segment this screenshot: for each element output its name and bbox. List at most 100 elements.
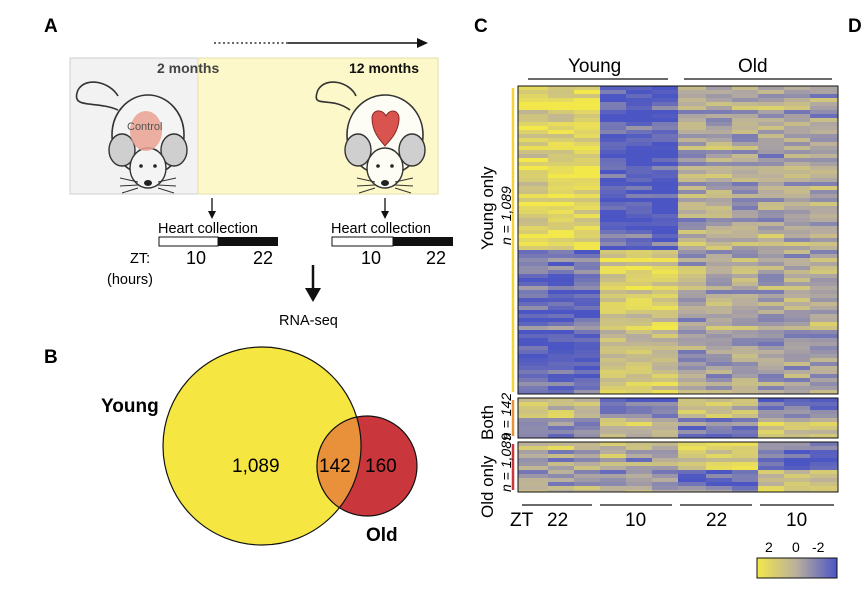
heatmap-cell bbox=[574, 134, 600, 138]
heatmap-cell bbox=[706, 418, 732, 422]
heatmap-cell bbox=[548, 358, 574, 362]
heatmap-cell bbox=[548, 226, 574, 230]
heatmap-cell bbox=[548, 242, 574, 246]
heatmap-cell bbox=[574, 278, 600, 282]
heatmap-cell bbox=[518, 98, 548, 102]
heatmap-cell bbox=[810, 110, 838, 114]
heatmap-cell bbox=[810, 390, 838, 394]
left-zt-22: 22 bbox=[253, 248, 273, 268]
heatmap-cell bbox=[600, 266, 626, 270]
heatmap-cell bbox=[626, 198, 652, 202]
heatmap-cell bbox=[626, 226, 652, 230]
venn-overlap bbox=[316, 416, 362, 509]
heatmap-cell bbox=[810, 106, 838, 110]
heatmap-cell bbox=[784, 358, 810, 362]
heatmap-cell bbox=[732, 94, 758, 98]
heatmap-cell bbox=[758, 250, 784, 254]
heatmap-cell bbox=[600, 274, 626, 278]
heatmap-cell bbox=[518, 134, 548, 138]
heatmap-cell bbox=[706, 226, 732, 230]
heatmap-cell bbox=[678, 310, 706, 314]
heatmap-cell bbox=[548, 458, 574, 462]
heatmap-cell bbox=[600, 294, 626, 298]
heatmap-cell bbox=[732, 310, 758, 314]
heatmap-cell bbox=[678, 402, 706, 406]
heatmap-cell bbox=[810, 342, 838, 346]
heatmap-cell bbox=[784, 414, 810, 418]
heatmap-cell bbox=[518, 442, 548, 446]
heatmap-cell bbox=[732, 210, 758, 214]
heatmap-cell bbox=[810, 250, 838, 254]
heatmap-cell bbox=[574, 166, 600, 170]
heatmap-cell bbox=[732, 114, 758, 118]
heatmap-cell bbox=[600, 174, 626, 178]
heatmap-cell bbox=[626, 334, 652, 338]
heatmap-cell bbox=[678, 374, 706, 378]
heatmap-cell bbox=[706, 234, 732, 238]
heatmap-cell bbox=[574, 442, 600, 446]
heatmap-cell bbox=[706, 426, 732, 430]
heatmap-cell bbox=[518, 174, 548, 178]
heatmap-cell bbox=[600, 302, 626, 306]
heatmap-cell bbox=[706, 202, 732, 206]
heatmap-cell bbox=[784, 134, 810, 138]
heatmap-cell bbox=[548, 426, 574, 430]
heatmap-cell bbox=[548, 154, 574, 158]
heatmap-cell bbox=[626, 442, 652, 446]
scale-mid: 0 bbox=[792, 539, 800, 555]
heatmap-cell bbox=[518, 130, 548, 134]
heatmap-cell bbox=[600, 338, 626, 342]
scale-low: -2 bbox=[812, 539, 825, 555]
heatmap-cell bbox=[732, 206, 758, 210]
heatmap-cell bbox=[784, 418, 810, 422]
heatmap-cell bbox=[518, 382, 548, 386]
heatmap-cell bbox=[706, 406, 732, 410]
heatmap-cell bbox=[574, 342, 600, 346]
heatmap-cell bbox=[706, 254, 732, 258]
heatmap-cell bbox=[784, 154, 810, 158]
heatmap-cell bbox=[626, 402, 652, 406]
heatmap-cell bbox=[652, 390, 678, 394]
heatmap-cell bbox=[518, 374, 548, 378]
heatmap-cell bbox=[626, 458, 652, 462]
heatmap-cell bbox=[706, 434, 732, 438]
heatmap-cell bbox=[706, 186, 732, 190]
panel-label-a: A bbox=[44, 16, 58, 37]
heatmap-cell bbox=[518, 194, 548, 198]
heatmap-cell bbox=[652, 446, 678, 450]
heatmap-cell bbox=[706, 282, 732, 286]
heatmap-cell bbox=[732, 274, 758, 278]
heatmap-cell bbox=[652, 214, 678, 218]
heatmap-cell bbox=[518, 190, 548, 194]
heatmap-cell bbox=[810, 370, 838, 374]
heatmap-cell bbox=[652, 430, 678, 434]
heatmap-cell bbox=[600, 458, 626, 462]
heatmap-cell bbox=[652, 282, 678, 286]
heatmap-cell bbox=[706, 478, 732, 482]
heatmap-cell bbox=[810, 234, 838, 238]
heatmap-cell bbox=[810, 330, 838, 334]
heatmap-cell bbox=[784, 398, 810, 402]
heatmap-cell bbox=[758, 238, 784, 242]
heatmap-cell bbox=[652, 406, 678, 410]
heatmap-cell bbox=[600, 262, 626, 266]
heatmap-cell bbox=[600, 186, 626, 190]
heatmap-cell bbox=[784, 166, 810, 170]
heatmap-cell bbox=[706, 182, 732, 186]
heatmap-cell bbox=[784, 146, 810, 150]
heatmap-cell bbox=[810, 94, 838, 98]
heatmap-cell bbox=[810, 434, 838, 438]
heatmap-cell bbox=[652, 434, 678, 438]
heatmap-cell bbox=[706, 222, 732, 226]
heatmap-cell bbox=[678, 230, 706, 234]
heatmap-cell bbox=[600, 202, 626, 206]
heatmap-cell bbox=[600, 426, 626, 430]
heatmap-cell bbox=[758, 486, 784, 490]
heatmap-cell bbox=[784, 402, 810, 406]
heatmap-cell bbox=[810, 290, 838, 294]
heatmap-cell bbox=[758, 334, 784, 338]
heatmap-cell bbox=[652, 482, 678, 486]
panel-b-venn: Young Old 1,089 142 160 bbox=[101, 346, 418, 546]
heatmap-cell bbox=[732, 142, 758, 146]
heatmap-cell bbox=[518, 298, 548, 302]
